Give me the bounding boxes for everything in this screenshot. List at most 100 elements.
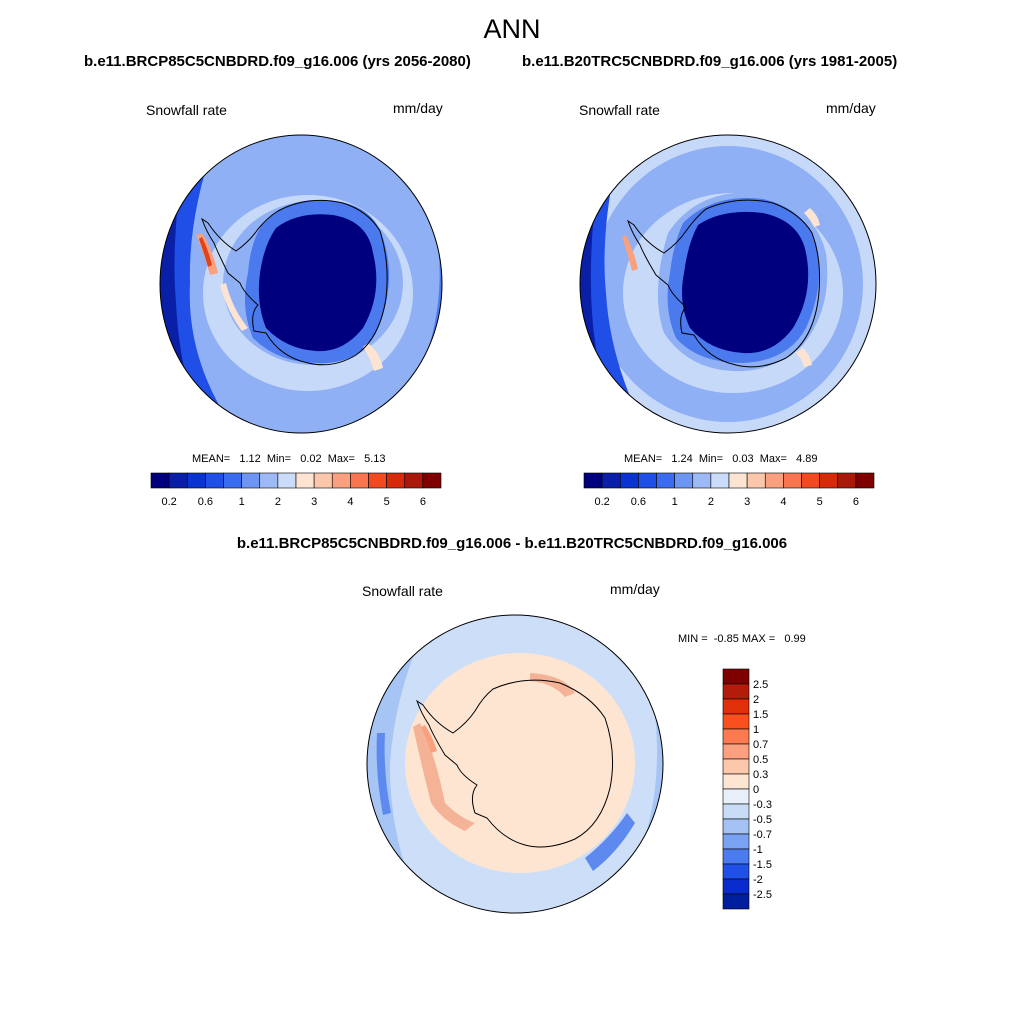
colorbar-tick-label: 6 bbox=[420, 496, 426, 508]
colorbar-tick-label: 0.6 bbox=[198, 496, 213, 508]
panel2-units-label: mm/day bbox=[826, 100, 876, 116]
colorbar-tick-label: 0.3 bbox=[753, 769, 768, 781]
diff-map-border bbox=[366, 614, 664, 914]
panel2-case-title: b.e11.B20TRC5CNBDRD.f09_g16.006 (yrs 198… bbox=[522, 53, 898, 70]
colorbar-swatch bbox=[205, 472, 224, 489]
panel1-east-peach bbox=[363, 343, 383, 371]
colorbar-tick-label: 1 bbox=[753, 724, 759, 736]
panel2-east-peach bbox=[796, 348, 812, 367]
colorbar-swatch bbox=[186, 472, 206, 489]
panel1-shelf-peach bbox=[220, 283, 248, 331]
colorbar-swatch bbox=[277, 472, 297, 489]
colorbar-swatch bbox=[404, 472, 424, 489]
panel2-peninsula-max bbox=[622, 235, 638, 271]
colorbar-swatch bbox=[386, 472, 406, 489]
colorbar-swatch bbox=[619, 472, 639, 489]
diff-stats: MIN = -0.85 MAX = 0.99 bbox=[678, 633, 806, 645]
colorbar-swatch bbox=[801, 472, 820, 489]
panel2-colorbar: 0.2 0.6 1 2 3 4 5 6 bbox=[583, 472, 875, 508]
panel1-case-title: b.e11.BRCP85C5CNBDRD.f09_g16.006 (yrs 20… bbox=[84, 53, 471, 70]
colorbar-swatch bbox=[601, 472, 621, 489]
colorbar-tick-label: -0.7 bbox=[753, 829, 772, 841]
colorbar-swatch bbox=[837, 472, 857, 489]
colorbar-tick-label: 0.2 bbox=[161, 496, 176, 508]
colorbar-swatch bbox=[674, 472, 694, 489]
colorbar-swatch bbox=[722, 758, 750, 775]
colorbar-tick-label: 2 bbox=[275, 496, 281, 508]
colorbar-swatch bbox=[656, 472, 675, 489]
panel1-peninsula-peak bbox=[199, 237, 212, 267]
colorbar-swatch bbox=[819, 472, 839, 489]
panel2-map-border bbox=[579, 134, 877, 434]
panel2-north-peach bbox=[804, 208, 820, 227]
colorbar-swatch bbox=[583, 472, 603, 489]
panel1-map bbox=[159, 134, 443, 434]
panel2-map bbox=[579, 134, 877, 434]
colorbar-swatch bbox=[295, 472, 315, 489]
diff-colorbar: 2.5 2 1.5 1 0.7 0.5 0.3 0 -0.3 -0.5 -0.7 -1 -1.5 -2 -2… bbox=[722, 668, 772, 910]
colorbar-swatch bbox=[746, 472, 766, 489]
colorbar-swatch bbox=[722, 698, 750, 715]
colorbar-swatch bbox=[150, 472, 170, 489]
panel1-units-label: mm/day bbox=[393, 100, 443, 116]
colorbar-tick-label: 3 bbox=[311, 496, 317, 508]
colorbar-swatch bbox=[259, 472, 279, 489]
colorbar-tick-label: 4 bbox=[780, 496, 786, 508]
colorbar-swatch bbox=[722, 833, 750, 850]
panel1-coastline bbox=[201, 199, 388, 366]
diff-peninsula-peak bbox=[421, 725, 437, 753]
colorbar-swatch bbox=[313, 472, 333, 489]
colorbar-swatch bbox=[168, 472, 188, 489]
colorbar-tick-label: 1 bbox=[239, 496, 245, 508]
colorbar-swatch bbox=[241, 472, 261, 489]
colorbar-swatch bbox=[855, 472, 875, 489]
diff-strong-negative-w bbox=[376, 733, 391, 815]
colorbar-tick-label: 6 bbox=[853, 496, 859, 508]
colorbar-swatch bbox=[722, 713, 750, 730]
colorbar-tick-label: 2.5 bbox=[753, 679, 768, 691]
figure-title: ANN bbox=[483, 14, 541, 44]
diff-peninsula-increase bbox=[413, 723, 475, 831]
colorbar-swatch bbox=[783, 472, 802, 489]
panel1-antarctic-interior bbox=[258, 214, 377, 352]
colorbar-tick-label: -1 bbox=[753, 844, 763, 856]
colorbar-swatch bbox=[722, 743, 750, 760]
colorbar-tick-label: 5 bbox=[384, 496, 390, 508]
colorbar-swatch bbox=[764, 472, 784, 489]
colorbar-swatch bbox=[368, 472, 387, 489]
panel1-map-border bbox=[159, 134, 443, 434]
colorbar-tick-label: -1.5 bbox=[753, 859, 772, 871]
colorbar-swatch bbox=[638, 472, 657, 489]
colorbar-swatch bbox=[722, 893, 750, 910]
colorbar-swatch bbox=[722, 788, 750, 805]
colorbar-tick-label: 2 bbox=[708, 496, 714, 508]
colorbar-swatch bbox=[692, 472, 712, 489]
colorbar-tick-label: 0.6 bbox=[631, 496, 646, 508]
diff-coastline bbox=[416, 679, 614, 848]
colorbar-swatch bbox=[722, 818, 750, 835]
difference-title: b.e11.BRCP85C5CNBDRD.f09_g16.006 - b.e11… bbox=[236, 535, 788, 552]
colorbar-swatch bbox=[223, 472, 242, 489]
diff-north-increase bbox=[530, 673, 575, 697]
panel1-variable-label: Snowfall rate bbox=[146, 102, 227, 118]
colorbar-tick-label: 1 bbox=[672, 496, 678, 508]
colorbar-swatch bbox=[728, 472, 748, 489]
diff-positive-field bbox=[405, 653, 635, 873]
panel2-stats: MEAN= 1.24 Min= 0.03 Max= 4.89 bbox=[624, 453, 818, 465]
colorbar-swatch bbox=[331, 472, 351, 489]
colorbar-tick-label: 0.7 bbox=[753, 739, 768, 751]
colorbar-tick-label: 5 bbox=[817, 496, 823, 508]
colorbar-swatch bbox=[722, 668, 750, 685]
panel1-stats: MEAN= 1.12 Min= 0.02 Max= 5.13 bbox=[192, 453, 386, 465]
colorbar-swatch bbox=[722, 773, 750, 790]
colorbar-tick-label: -0.5 bbox=[753, 814, 772, 826]
diff-units-label: mm/day bbox=[610, 581, 660, 597]
colorbar-swatch bbox=[422, 472, 442, 489]
colorbar-swatch bbox=[722, 848, 750, 865]
colorbar-tick-label: -2.5 bbox=[753, 889, 772, 901]
colorbar-tick-label: 0.5 bbox=[753, 754, 768, 766]
colorbar-swatch bbox=[350, 472, 369, 489]
panel2-coastline bbox=[627, 199, 821, 368]
colorbar-tick-label: 2 bbox=[753, 694, 759, 706]
panel2-antarctic-interior bbox=[682, 211, 809, 354]
